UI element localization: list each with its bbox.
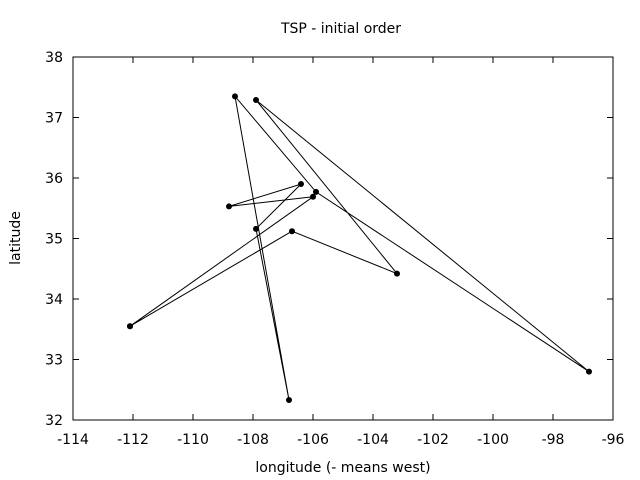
x-tick-label: -100 (477, 432, 509, 448)
city-point (586, 368, 592, 375)
x-tick-label: -104 (357, 432, 389, 448)
city-point (289, 228, 295, 235)
x-axis-label: longitude (- means west) (255, 460, 430, 476)
route (129, 94, 590, 401)
y-tick-label: 32 (45, 413, 63, 429)
y-tick-label: 33 (45, 353, 63, 369)
x-tick-label: -96 (602, 432, 625, 448)
x-tick-label: -102 (417, 432, 449, 448)
city-point (253, 225, 259, 232)
x-tick-label: -114 (57, 432, 89, 448)
x-tick-label: -110 (177, 432, 209, 448)
city-point (310, 193, 316, 200)
city-point (226, 203, 232, 210)
y-tick-label: 35 (45, 232, 63, 248)
city-point (394, 270, 400, 277)
x-tick-label: -108 (237, 432, 269, 448)
y-axis-label: latitude (8, 211, 24, 265)
y-tick-label: 37 (45, 111, 63, 127)
route-line (129, 94, 590, 401)
plot-frame (72, 56, 614, 421)
x-tick-label: -112 (117, 432, 149, 448)
city-point (298, 181, 304, 188)
y-tick-label: 36 (45, 171, 63, 187)
city-point (286, 397, 292, 404)
y-tick-label: 34 (45, 292, 63, 308)
city-point (253, 96, 259, 103)
city-point (313, 188, 319, 195)
ticks: -114 -112 -110 -108 -106 -104 -102 -100 -98 -96 32… (45, 50, 624, 448)
x-tick-label: -106 (297, 432, 329, 448)
points (127, 93, 592, 404)
city-point (127, 323, 133, 330)
chart-title: TSP - initial order (280, 21, 401, 37)
y-tick-label: 38 (45, 50, 63, 66)
x-tick-label: -98 (542, 432, 565, 448)
city-point (232, 93, 238, 100)
